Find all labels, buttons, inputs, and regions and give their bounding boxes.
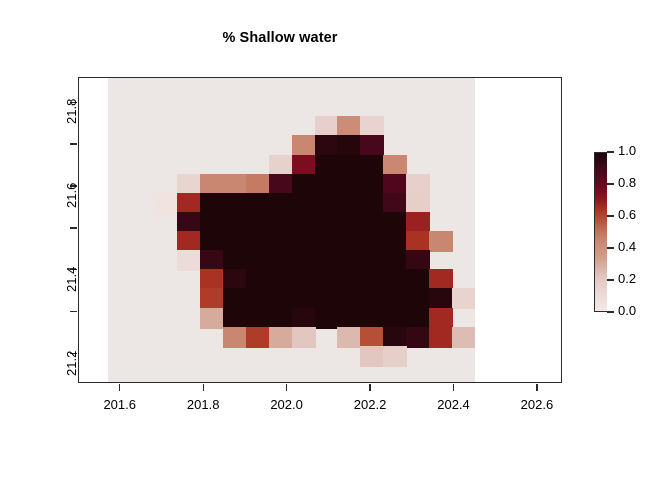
x-tick-label: 202.0 <box>270 397 303 412</box>
raster-canvas <box>108 78 476 382</box>
legend-tick-label: 1.0 <box>618 143 637 158</box>
raster-heatmap <box>108 78 476 382</box>
y-tick <box>70 185 77 187</box>
x-tick <box>285 384 288 391</box>
page-title: % Shallow water <box>222 30 338 46</box>
x-tick <box>369 384 371 391</box>
color-legend-frame <box>594 152 607 312</box>
color-legend <box>594 152 607 312</box>
legend-tick-label: 0.0 <box>618 303 637 318</box>
x-tick-label: 202.2 <box>353 397 387 412</box>
legend-tick-label: 0.6 <box>618 207 637 222</box>
x-tick <box>536 384 538 391</box>
legend-tick-label: 0.2 <box>618 271 637 286</box>
legend-tick <box>607 247 614 249</box>
legend-tick <box>607 311 614 313</box>
y-tick <box>70 269 77 271</box>
x-tick-label: 201.6 <box>103 397 136 412</box>
x-tick <box>202 384 204 391</box>
y-tick-label: 21.4 <box>64 266 79 292</box>
y-tick <box>70 227 77 229</box>
x-tick-label: 201.8 <box>186 397 220 412</box>
legend-tick <box>607 279 614 281</box>
x-tick-label: 202.6 <box>520 397 554 412</box>
legend-tick <box>607 215 614 217</box>
legend-tick-label: 0.4 <box>618 239 637 254</box>
legend-tick-label: 0.8 <box>618 175 637 190</box>
y-tick <box>70 143 77 145</box>
x-tick <box>119 384 121 391</box>
legend-tick <box>607 151 614 153</box>
color-legend-gradient <box>594 152 607 312</box>
y-tick <box>70 101 77 103</box>
y-tick <box>70 353 77 355</box>
x-tick-label: 202.4 <box>437 397 470 412</box>
x-tick <box>452 384 455 391</box>
y-tick <box>70 311 77 313</box>
legend-tick <box>607 183 614 185</box>
y-tick-label: 21.6 <box>64 182 79 208</box>
plot-area <box>78 77 562 383</box>
y-tick-label: 21.2 <box>64 350 79 376</box>
y-tick-label: 21.8 <box>64 98 79 125</box>
